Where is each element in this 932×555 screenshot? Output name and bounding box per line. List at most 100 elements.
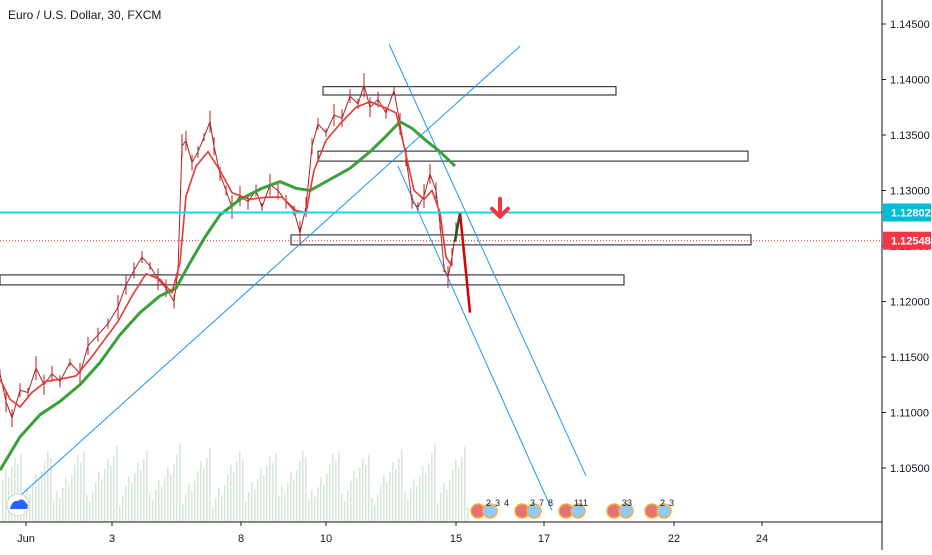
volume-bar xyxy=(173,464,175,522)
volume-bar xyxy=(32,484,34,522)
volume-bar xyxy=(128,476,130,522)
tradingview-cloud-icon xyxy=(10,499,28,509)
volume-bar xyxy=(407,499,409,522)
ema-fast-line xyxy=(0,100,453,409)
price-tick-label: 1.13500 xyxy=(890,130,930,142)
volume-bar xyxy=(326,474,328,522)
projection-lines xyxy=(453,212,472,313)
volume-bar xyxy=(452,470,454,522)
volume-bar xyxy=(182,504,184,522)
volume-bar xyxy=(107,459,109,522)
volume-bar xyxy=(461,457,463,522)
volume-bar xyxy=(374,505,376,522)
economic-events[interactable]: 2 3 4 3 7 8 11 1 33 2 3 xyxy=(470,498,674,519)
volume-bar xyxy=(443,483,445,522)
volume-bar xyxy=(68,485,70,522)
volume-bar xyxy=(38,481,40,522)
volume-bar xyxy=(446,490,448,522)
volume-bar xyxy=(239,452,241,522)
volume-bar xyxy=(116,446,118,522)
volume-bar xyxy=(86,495,88,522)
volume-bar xyxy=(104,469,106,522)
volume-bar xyxy=(245,502,247,522)
event-count: 7 xyxy=(539,498,544,508)
volume-bar xyxy=(92,492,94,522)
volume-bar xyxy=(416,486,418,522)
price-tags: 1.12802 1.12548 xyxy=(883,203,931,250)
date-axis[interactable]: Jun 3 8 10 15 17 22 24 xyxy=(0,521,882,545)
volume-bar xyxy=(269,456,271,522)
event-count: 3 xyxy=(495,498,500,508)
us-flag-icon xyxy=(570,503,586,519)
volume-bar xyxy=(203,468,205,522)
trendline xyxy=(13,45,521,502)
volume-bar xyxy=(455,460,457,522)
volume-bar xyxy=(272,463,274,522)
volume-bar xyxy=(302,450,304,522)
chart-title: Euro / U.S. Dollar, 30, FXCM xyxy=(8,8,162,22)
event-group[interactable]: 11 1 xyxy=(558,498,588,519)
volume-bar xyxy=(167,467,169,522)
volume-bar xyxy=(41,471,43,522)
volume-bar xyxy=(50,458,52,522)
volume-bar xyxy=(242,459,244,522)
volume-bar xyxy=(131,483,133,522)
date-tick-label: Jun xyxy=(17,533,35,545)
volume-bar xyxy=(35,474,37,522)
volume-bar xyxy=(278,496,280,522)
tradingview-logo[interactable] xyxy=(6,493,30,517)
volume-bar xyxy=(110,466,112,522)
volume-bar xyxy=(248,492,250,522)
volume-bar xyxy=(5,470,7,522)
volume-bar xyxy=(404,492,406,522)
trendline xyxy=(397,165,553,511)
volume-bar xyxy=(179,444,181,522)
volume-bar xyxy=(65,478,67,522)
volume-bar xyxy=(101,479,103,522)
volume-bar xyxy=(161,487,163,522)
event-group[interactable]: 33 xyxy=(606,498,634,519)
price-tick-label: 1.11500 xyxy=(890,352,929,364)
volume-bar xyxy=(419,476,421,522)
volume-bar xyxy=(74,465,76,522)
volume-bar xyxy=(113,456,115,522)
volume-bar xyxy=(428,463,430,522)
volume-bar xyxy=(257,479,259,522)
price-tick-label: 1.12000 xyxy=(890,297,930,309)
ema-slow-line xyxy=(0,119,457,471)
sr-box xyxy=(317,150,749,162)
volume-bar xyxy=(47,451,49,522)
volume-bar xyxy=(227,475,229,522)
volume-bar xyxy=(413,479,415,522)
volume-bar xyxy=(149,493,151,522)
event-count: 2 xyxy=(660,498,665,508)
volume-bar xyxy=(143,460,145,522)
volume-bar xyxy=(293,480,295,522)
volume-bar xyxy=(311,490,313,522)
volume-bar xyxy=(266,466,268,522)
us-flag-icon xyxy=(482,503,498,519)
projection-line xyxy=(453,212,462,242)
volume-bar xyxy=(401,449,403,522)
volume-bar xyxy=(437,503,439,522)
us-flag-icon xyxy=(618,503,634,519)
volume-bar xyxy=(44,461,46,522)
volume-bar xyxy=(98,472,100,522)
moving-averages xyxy=(0,100,457,471)
volume-bar xyxy=(338,451,340,522)
volume-bar xyxy=(377,495,379,522)
volume-bar xyxy=(80,462,82,522)
volume-bar xyxy=(335,461,337,522)
volume-bar xyxy=(332,454,334,522)
volume-bar xyxy=(185,494,187,522)
price-tick-label: 1.14500 xyxy=(890,19,930,31)
volume-bar xyxy=(431,453,433,522)
volume-bar xyxy=(356,478,358,522)
price-axis[interactable]: 1.145001.140001.135001.130001.125001.120… xyxy=(881,0,930,550)
volume-bar xyxy=(341,494,343,522)
horizontal-levels xyxy=(0,211,882,242)
